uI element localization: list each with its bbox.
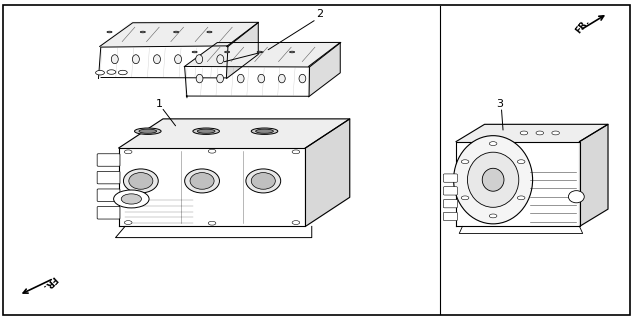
Ellipse shape — [139, 129, 156, 133]
Ellipse shape — [111, 55, 118, 64]
Circle shape — [461, 160, 469, 164]
Ellipse shape — [141, 31, 146, 33]
Ellipse shape — [258, 74, 265, 83]
FancyBboxPatch shape — [97, 154, 120, 166]
Polygon shape — [579, 124, 608, 227]
Ellipse shape — [123, 169, 158, 193]
Ellipse shape — [196, 74, 203, 83]
Polygon shape — [185, 43, 341, 67]
Circle shape — [517, 160, 525, 164]
Text: 2: 2 — [316, 9, 323, 20]
Circle shape — [114, 190, 149, 208]
Ellipse shape — [190, 172, 214, 189]
Ellipse shape — [107, 31, 112, 33]
FancyBboxPatch shape — [443, 212, 457, 221]
Ellipse shape — [134, 128, 161, 134]
Ellipse shape — [132, 55, 139, 64]
Circle shape — [122, 194, 142, 204]
Ellipse shape — [256, 129, 273, 133]
Polygon shape — [309, 43, 341, 97]
Circle shape — [292, 150, 300, 154]
Circle shape — [461, 196, 469, 200]
Polygon shape — [306, 119, 349, 227]
Polygon shape — [100, 22, 258, 46]
Ellipse shape — [153, 55, 161, 64]
Ellipse shape — [216, 55, 224, 64]
Ellipse shape — [129, 172, 153, 189]
Ellipse shape — [225, 51, 230, 53]
Circle shape — [96, 70, 104, 75]
FancyBboxPatch shape — [97, 172, 120, 184]
Ellipse shape — [192, 51, 197, 53]
Circle shape — [208, 149, 216, 153]
Circle shape — [292, 221, 300, 225]
Ellipse shape — [482, 168, 504, 191]
Ellipse shape — [185, 169, 220, 193]
Polygon shape — [116, 227, 312, 238]
Circle shape — [107, 70, 116, 74]
Ellipse shape — [197, 129, 215, 133]
Ellipse shape — [467, 152, 519, 207]
Text: 1: 1 — [156, 99, 163, 109]
Ellipse shape — [299, 74, 306, 83]
Polygon shape — [227, 22, 258, 78]
Ellipse shape — [279, 74, 285, 83]
Circle shape — [118, 70, 127, 75]
Ellipse shape — [251, 128, 278, 134]
Text: FR.: FR. — [40, 274, 58, 292]
FancyBboxPatch shape — [443, 174, 457, 182]
FancyBboxPatch shape — [97, 189, 120, 202]
FancyBboxPatch shape — [443, 200, 457, 208]
Ellipse shape — [173, 31, 179, 33]
Ellipse shape — [196, 55, 203, 64]
Polygon shape — [456, 141, 579, 227]
Ellipse shape — [207, 31, 212, 33]
Ellipse shape — [289, 51, 294, 53]
Ellipse shape — [454, 136, 532, 224]
Ellipse shape — [216, 74, 223, 83]
Ellipse shape — [246, 169, 280, 193]
Circle shape — [208, 221, 216, 225]
Polygon shape — [119, 148, 306, 227]
Circle shape — [552, 131, 560, 135]
Text: 3: 3 — [496, 99, 504, 109]
FancyBboxPatch shape — [97, 207, 120, 219]
FancyBboxPatch shape — [443, 187, 457, 195]
Circle shape — [536, 131, 544, 135]
Circle shape — [520, 131, 528, 135]
Circle shape — [517, 196, 525, 200]
Ellipse shape — [257, 51, 262, 53]
Ellipse shape — [251, 172, 275, 189]
Circle shape — [124, 150, 132, 154]
Polygon shape — [119, 119, 349, 148]
Ellipse shape — [175, 55, 182, 64]
Polygon shape — [459, 227, 582, 234]
Ellipse shape — [193, 128, 220, 134]
Circle shape — [489, 214, 497, 218]
Polygon shape — [456, 124, 608, 141]
Circle shape — [124, 221, 132, 225]
Text: FR.: FR. — [573, 17, 591, 35]
Ellipse shape — [568, 191, 584, 203]
Circle shape — [489, 142, 497, 146]
Ellipse shape — [237, 74, 244, 83]
